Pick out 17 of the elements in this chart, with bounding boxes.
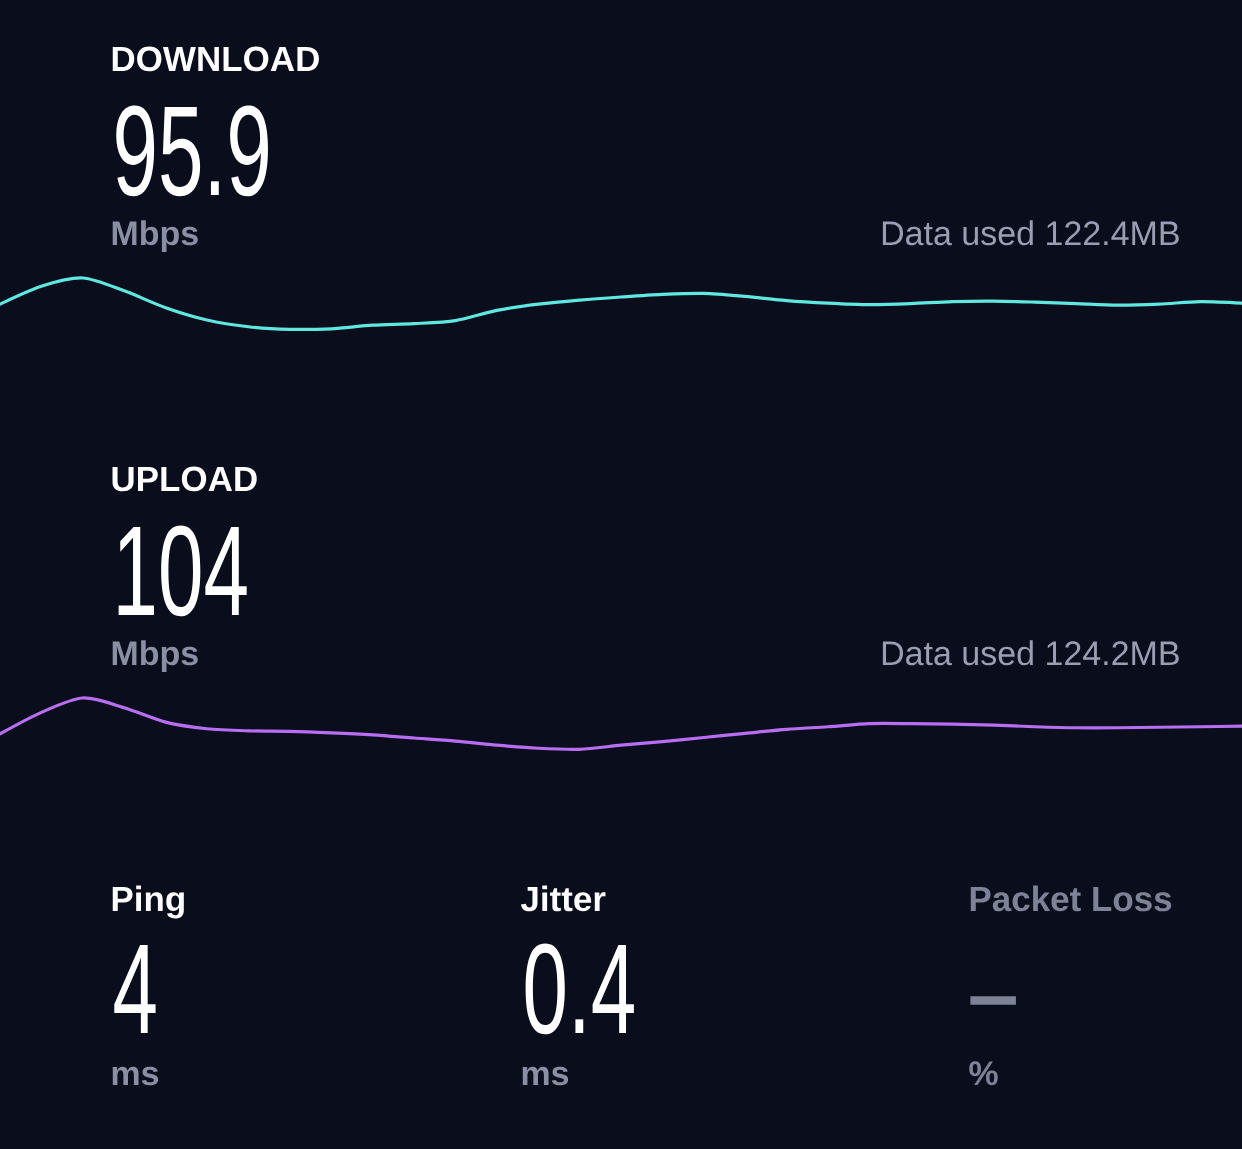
text: Jitter <box>520 885 606 912</box>
text: Mbps <box>112 220 198 253</box>
text: ms <box>112 1066 159 1086</box>
text: Packet Loss <box>970 885 1172 912</box>
text: 0.4 <box>525 943 634 1035</box>
chart-title: DOWNLOAD <box>112 46 319 72</box>
text: Data used 124.2MB <box>882 640 1179 666</box>
text: – <box>970 996 1016 1005</box>
text: Ping <box>112 885 184 919</box>
text: Data used 122.4MB <box>882 220 1179 246</box>
text: Mbps <box>112 640 198 673</box>
text: 4 <box>114 944 156 1033</box>
text: ms <box>522 1066 569 1086</box>
chart-title: UPLOAD <box>112 466 257 492</box>
text: 104 <box>118 525 247 617</box>
text: % <box>969 1061 998 1086</box>
text: 95.9 <box>116 105 268 197</box>
